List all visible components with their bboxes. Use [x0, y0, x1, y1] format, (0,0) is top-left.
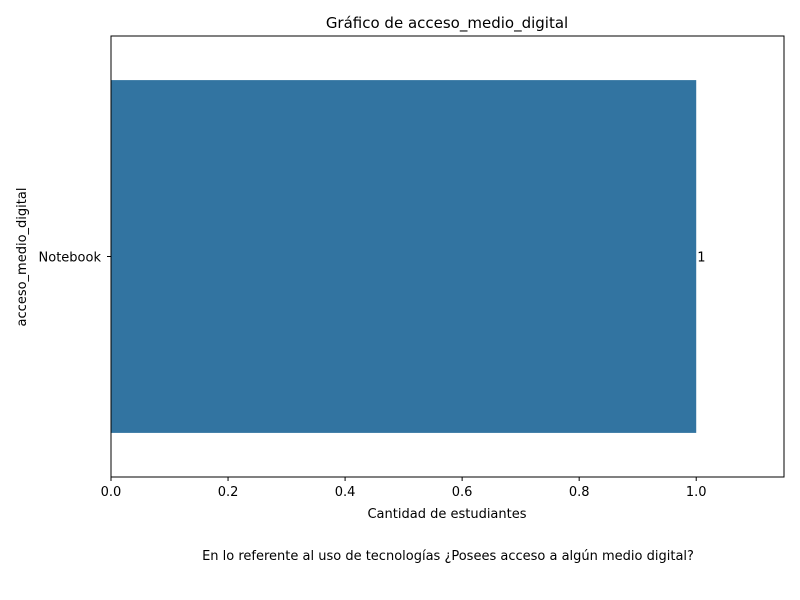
y-axis-label: acceso_medio_digital: [15, 188, 30, 327]
x-tick-label: 0.0: [101, 485, 122, 500]
x-tick-label: 1.0: [686, 485, 707, 500]
bar-notebook: [111, 80, 697, 433]
x-tick-label: 0.6: [452, 485, 473, 500]
x-axis-label: Cantidad de estudiantes: [367, 507, 526, 522]
y-tick-label: Notebook: [39, 251, 102, 266]
plot-frame: [110, 35, 785, 478]
chart-title: Gráfico de acceso_medio_digital: [326, 14, 568, 33]
x-tick-label: 0.8: [569, 485, 590, 500]
chart-caption: En lo referente al uso de tecnologías ¿P…: [202, 549, 694, 564]
plot-area: Notebook 1 0.0 0.2 0.4 0.6 0.8 1.0: [39, 80, 707, 500]
x-tick-label: 0.4: [335, 485, 356, 500]
x-tick-label: 0.2: [218, 485, 239, 500]
data-label: 1: [697, 251, 705, 266]
